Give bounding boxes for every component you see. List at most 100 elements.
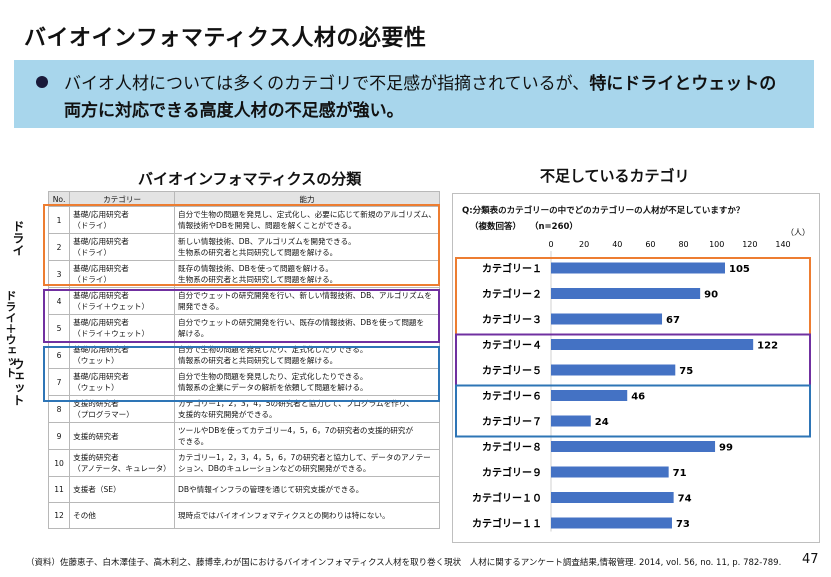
- category-line: 基礎/応用研究者: [73, 264, 129, 273]
- category-line: （ドライ＋ウェット）: [73, 302, 150, 311]
- row-category: 支援的研究者 （アノテータ、キュレータ）: [69, 449, 176, 477]
- row-number: 9: [47, 422, 71, 450]
- data-label: 105: [729, 264, 750, 275]
- ability-line: ション、DBのキュレーションなどの研究開発ができる。: [178, 464, 371, 473]
- ability-line: 自分でウェットの研究開発を行い、既存の情報技術、DBを使って問題を: [178, 318, 425, 327]
- dry-group-box: [43, 204, 440, 286]
- row-ability: 自分でウェットの研究開発を行い、既存の情報技術、DBを使って問題を 解ける。: [174, 314, 440, 342]
- category-line: その他: [73, 511, 96, 520]
- ability-line: 既存の情報技術、DBを使って問題を解ける。: [178, 264, 333, 273]
- row-number: 12: [47, 502, 71, 529]
- x-tick-label: 0: [548, 240, 553, 249]
- table-row: 2 基礎/応用研究者 （ドライ） 新しい情報技術、DB、アルゴリズムを開発できる。 生物…: [47, 233, 440, 261]
- row-ability: 新しい情報技術、DB、アルゴリズムを開発できる。 生物系の研究者と共同研究して問題…: [174, 233, 440, 261]
- row-number: 2: [47, 233, 71, 261]
- ability-line: できる。: [178, 437, 209, 446]
- bar: [551, 517, 672, 529]
- row-ability: カテゴリー1，2，3，4，5，6，7の研究者と協力して、データのアノテー ション、…: [174, 449, 440, 477]
- data-label: 46: [631, 392, 645, 403]
- row-ability: DBや情報インフラの管理を通じて研究支援ができる。: [174, 476, 440, 503]
- data-label: 122: [757, 341, 778, 352]
- row-category: 基礎/応用研究者 （ウェット）: [69, 341, 176, 369]
- bar: [551, 492, 674, 503]
- row-ability: 現時点ではバイオインフォマティクスとの関わりは特にない。: [174, 502, 440, 529]
- row-ability: 自分で生物の問題を発見したり、定式化したりできる。 情報系の研究者と共同研究して問…: [174, 341, 440, 369]
- data-label: 71: [673, 468, 687, 479]
- ability-line: 自分で生物の問題を発見し、定式化し、必要に応じて新規のアルゴリズム、: [178, 210, 436, 219]
- axis-unit-label: （人）: [786, 228, 810, 237]
- category-line: 基礎/応用研究者: [73, 345, 129, 354]
- category-line: （アノテータ、キュレータ）: [73, 464, 171, 473]
- ability-line: カテゴリー1，2，3，4，5の研究者と協力して、プログラムを作り、: [178, 399, 414, 408]
- table-row: 7 基礎/応用研究者 （ウェット） 自分で生物の問題を発見したり、定式化したりできる。…: [47, 368, 440, 396]
- ability-line: 情報系の企業にデータの解析を依頼して問題を解ける。: [178, 383, 368, 392]
- page-number: 47: [802, 552, 819, 567]
- category-label: カテゴリー５: [482, 364, 542, 377]
- row-category: 基礎/応用研究者 （ドライ）: [69, 206, 176, 234]
- row-number: 11: [47, 476, 71, 503]
- multiple-answer-note: （複数回答）: [470, 222, 522, 232]
- data-label: 67: [666, 315, 680, 326]
- category-line: 支援的研究者: [73, 399, 119, 408]
- category-line: （ドライ）: [73, 221, 112, 230]
- ability-line: 支援的な研究開発ができる。: [178, 410, 277, 419]
- bar: [551, 390, 628, 401]
- table-row: 9 支援的研究者 ツールやDBを使ってカテゴリー4，5，6，7の研究者の支援的研究が…: [47, 422, 440, 450]
- category-label: カテゴリー１: [482, 262, 542, 275]
- table-row: 8 支援的研究者 （プログラマー） カテゴリー1，2，3，4，5の研究者と協力して、プ…: [47, 395, 440, 423]
- table-row: 10 支援的研究者 （アノテータ、キュレータ） カテゴリー1，2，3，4，5，6，7の…: [47, 449, 440, 477]
- x-tick-label: 100: [709, 240, 724, 249]
- category-label: カテゴリー４: [482, 339, 542, 352]
- chart-frame: [452, 193, 820, 543]
- wet-group-box: [43, 346, 440, 402]
- shortage-title: 不足しているカテゴリ: [540, 167, 690, 185]
- data-label: 73: [676, 519, 690, 530]
- category-label: カテゴリー６: [482, 390, 542, 403]
- ability-line: 情報技術やDBを開発し、問題を解くことができる。: [178, 221, 356, 230]
- category-label: カテゴリー３: [482, 313, 542, 326]
- row-ability: カテゴリー1，2，3，4，5の研究者と協力して、プログラムを作り、 支援的な研究開…: [174, 395, 440, 423]
- source-citation: （資料）佐藤恵子、白木澤佳子、高木利之、藤博幸,わが国におけるバイオインフォマテ…: [26, 558, 782, 568]
- row-ability: 自分で生物の問題を発見し、定式化し、必要に応じて新規のアルゴリズム、 情報技術やD…: [174, 206, 440, 234]
- bar: [551, 441, 716, 452]
- x-tick-label: 40: [612, 240, 622, 249]
- sample-size: （n=260）: [530, 222, 578, 232]
- data-label: 99: [719, 443, 733, 454]
- category-line: 基礎/応用研究者: [73, 372, 129, 381]
- shortage-bar-chart: （人） 0 20 40 60 80 100 120 140 カテゴリー１ 105 カテゴリー２ 90 カテ…: [455, 228, 811, 532]
- drywet-label: ドライ＋ウェット: [4, 290, 17, 378]
- bar: [551, 466, 669, 478]
- table-row: 5 基礎/応用研究者 （ドライ＋ウェット） 自分でウェットの研究開発を行い、既存の情報…: [47, 314, 440, 342]
- header-category: カテゴリー: [69, 191, 176, 207]
- bar: [551, 339, 754, 350]
- bar: [551, 288, 701, 299]
- row-number: 3: [47, 260, 71, 288]
- row-category: その他: [69, 502, 176, 529]
- data-label: 75: [679, 366, 693, 377]
- table-row: 11 支援者（SE） DBや情報インフラの管理を通じて研究支援ができる。: [47, 476, 440, 503]
- data-label: 74: [678, 494, 692, 505]
- x-tick-label: 120: [742, 240, 757, 249]
- row-category: 支援者（SE）: [69, 476, 176, 503]
- survey-question: Q:分類表のカテゴリーの中でどのカテゴリーの人材が不足していますか？: [462, 206, 745, 216]
- category-line: 支援的研究者: [73, 431, 119, 441]
- ability-line: 現時点ではバイオインフォマティクスとの関わりは特にない。: [178, 511, 390, 520]
- category-line: （ドライ）: [73, 248, 112, 257]
- ability-line: 新しい情報技術、DB、アルゴリズムを開発できる。: [178, 237, 356, 246]
- data-label: 90: [704, 290, 718, 301]
- wet-label: ウェット: [11, 358, 25, 406]
- category-label: カテゴリー２: [482, 288, 542, 301]
- category-line: （プログラマー）: [73, 410, 134, 419]
- dry-label: ドライ: [11, 220, 25, 256]
- category-line: （ウェット）: [73, 356, 119, 365]
- category-label: カテゴリー８: [482, 441, 542, 454]
- drywet-group-box: [43, 289, 440, 343]
- category-line: （ウェット）: [73, 383, 119, 392]
- bar: [551, 313, 663, 325]
- bar: [551, 364, 676, 376]
- x-tick-label: 60: [645, 240, 655, 249]
- category-label: カテゴリー９: [482, 466, 542, 479]
- category-label: カテゴリー１１: [472, 517, 542, 530]
- ability-line: カテゴリー1，2，3，4，5，6，7の研究者と協力して、データのアノテー: [178, 453, 431, 462]
- banner-text-normal: バイオ人材については多くのカテゴリで不足感が指摘されているが、: [64, 74, 590, 94]
